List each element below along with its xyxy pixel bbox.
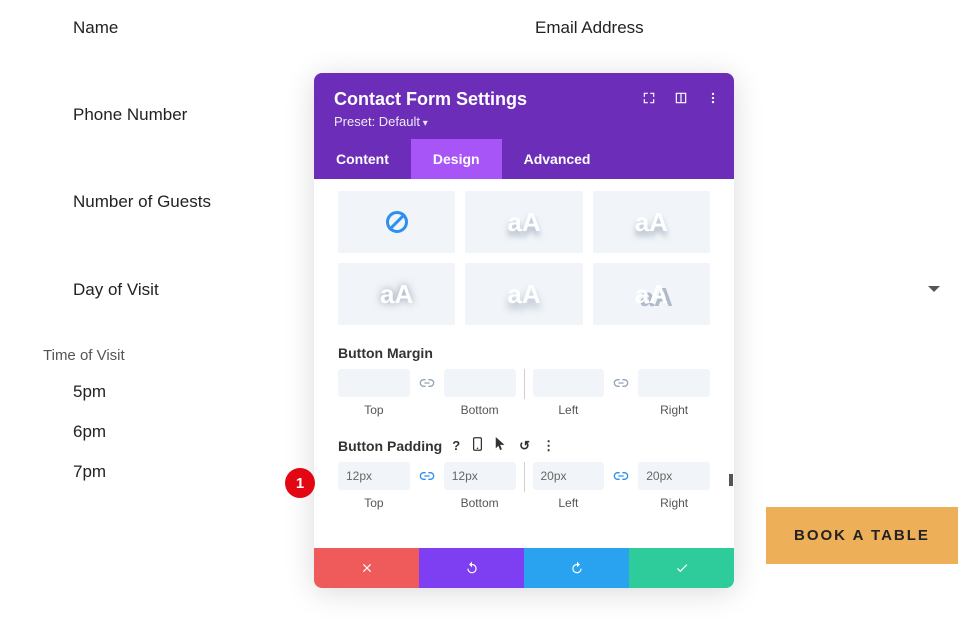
button-margin-row: Top Bottom Left Right xyxy=(338,369,710,417)
none-icon xyxy=(386,211,408,233)
button-padding-row: Top Bottom Left Right xyxy=(338,462,710,510)
shadow-preset-4[interactable]: aA xyxy=(338,263,455,325)
panel-footer xyxy=(314,548,734,588)
mobile-icon[interactable] xyxy=(472,437,483,454)
margin-left-input[interactable] xyxy=(533,369,605,397)
book-table-button[interactable]: BOOK A TABLE xyxy=(766,507,958,564)
dropdown-caret-icon[interactable] xyxy=(928,286,940,292)
layout-icon[interactable] xyxy=(674,91,688,110)
panel-body: aA aA aA aA aA Button Margin Top Bottom … xyxy=(314,179,734,548)
padding-bottom-input[interactable] xyxy=(444,462,516,490)
tabs: Content Design Advanced xyxy=(314,139,734,179)
margin-right-input[interactable] xyxy=(638,369,710,397)
annotation-1: 1 xyxy=(285,468,315,498)
help-icon[interactable]: ? xyxy=(452,438,460,453)
padding-bottom-label: Bottom xyxy=(461,496,499,510)
tab-content[interactable]: Content xyxy=(314,139,411,179)
field-guests[interactable]: Number of Guests xyxy=(73,192,211,212)
shadow-preset-2[interactable]: aA xyxy=(465,191,582,253)
padding-top-input[interactable] xyxy=(338,462,410,490)
time-option-5pm[interactable]: 5pm xyxy=(73,382,106,402)
margin-top-label: Top xyxy=(364,403,383,417)
settings-panel: Contact Form Settings Preset: Default Co… xyxy=(314,73,734,588)
hover-icon[interactable] xyxy=(495,437,507,454)
padding-top-label: Top xyxy=(364,496,383,510)
shadow-preset-3[interactable]: aA xyxy=(593,191,710,253)
aa-sample: aA xyxy=(507,207,540,238)
tab-design[interactable]: Design xyxy=(411,139,502,179)
padding-left-label: Left xyxy=(558,496,578,510)
field-day[interactable]: Day of Visit xyxy=(73,280,159,300)
more-icon[interactable] xyxy=(706,91,720,110)
margin-right-label: Right xyxy=(660,403,688,417)
shadow-preset-6[interactable]: aA xyxy=(593,263,710,325)
field-phone[interactable]: Phone Number xyxy=(73,105,187,125)
expand-icon[interactable] xyxy=(642,91,656,110)
padding-right-input[interactable] xyxy=(638,462,710,490)
time-option-7pm[interactable]: 7pm xyxy=(73,462,106,482)
time-of-visit-label: Time of Visit xyxy=(43,347,125,364)
link-icon[interactable] xyxy=(415,462,439,490)
padding-right-label: Right xyxy=(660,496,688,510)
field-email[interactable]: Email Address xyxy=(535,18,644,38)
link-icon[interactable] xyxy=(415,369,439,397)
redo-button[interactable] xyxy=(524,548,629,588)
margin-bottom-label: Bottom xyxy=(461,403,499,417)
time-option-6pm[interactable]: 6pm xyxy=(73,422,106,442)
margin-left-label: Left xyxy=(558,403,578,417)
cancel-button[interactable] xyxy=(314,548,419,588)
aa-sample: aA xyxy=(380,279,413,310)
link-icon[interactable] xyxy=(609,369,633,397)
aa-sample: aA xyxy=(635,279,668,310)
shadow-none[interactable] xyxy=(338,191,455,253)
tab-advanced[interactable]: Advanced xyxy=(502,139,613,179)
undo-button[interactable] xyxy=(419,548,524,588)
link-icon[interactable] xyxy=(609,462,633,490)
aa-sample: aA xyxy=(635,207,668,238)
field-name[interactable]: Name xyxy=(73,18,118,38)
panel-preset[interactable]: Preset: Default xyxy=(334,114,714,129)
button-margin-label: Button Margin xyxy=(338,345,710,361)
padding-left-input[interactable] xyxy=(533,462,605,490)
text-shadow-presets: aA aA aA aA aA xyxy=(338,191,710,325)
panel-header: Contact Form Settings Preset: Default xyxy=(314,73,734,139)
button-padding-label: Button Padding ? ↺ ⋮ xyxy=(338,437,710,454)
aa-sample: aA xyxy=(507,279,540,310)
reset-icon[interactable]: ↺ xyxy=(519,438,530,454)
more-options-icon[interactable]: ⋮ xyxy=(542,438,555,454)
scrollbar-thumb[interactable] xyxy=(729,474,733,486)
margin-bottom-input[interactable] xyxy=(444,369,516,397)
margin-top-input[interactable] xyxy=(338,369,410,397)
shadow-preset-5[interactable]: aA xyxy=(465,263,582,325)
save-button[interactable] xyxy=(629,548,734,588)
